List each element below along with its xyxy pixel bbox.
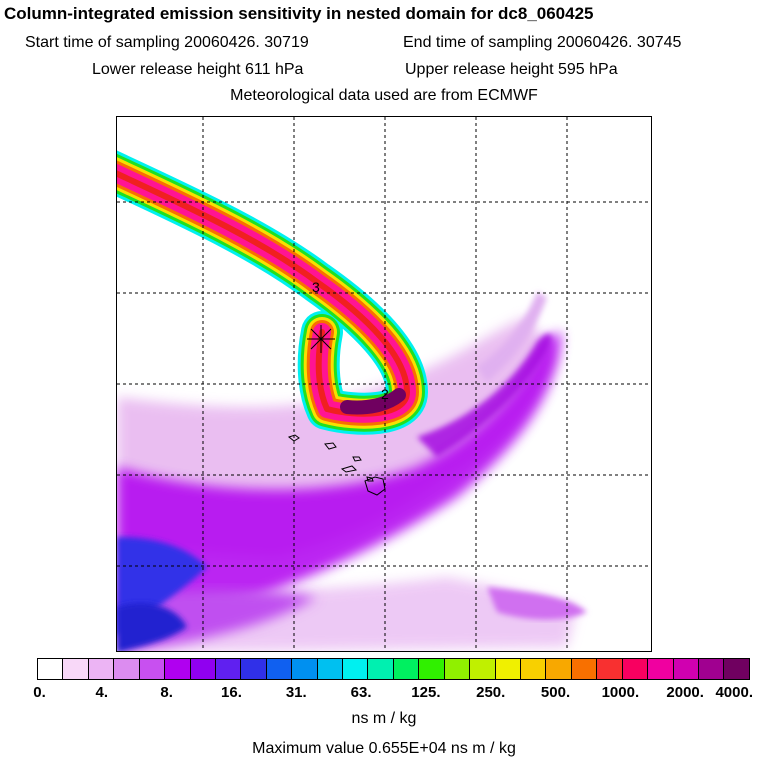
ne-magenta-streak: [417, 333, 552, 457]
colorbar-cell: [546, 659, 572, 679]
colorbar-cell: [444, 659, 471, 679]
colorbar-tick-label: 16.: [221, 684, 242, 701]
units-label: ns m / kg: [351, 710, 417, 727]
colorbar-tick-label: 4.: [95, 684, 109, 701]
map-grid: [117, 117, 651, 651]
colorbar-tick-label: 1000.: [601, 684, 640, 701]
lower-release-label: Lower release height 611 hPa: [92, 61, 304, 78]
colorbar-cell: [419, 659, 445, 679]
colorbar-cell: [63, 659, 89, 679]
colorbar-cell: [521, 659, 547, 679]
colorbar-cell: [724, 659, 749, 679]
colorbar-cell: [368, 659, 394, 679]
colorbar-tick-label: 4000.: [715, 684, 754, 701]
colorbar-tick-label: 125.: [411, 684, 441, 701]
met-data-label: Meteorological data used are from ECMWF: [230, 87, 538, 104]
colorbar-cell: [266, 659, 293, 679]
colorbar-cell: [673, 659, 699, 679]
colorbar-cell: [165, 659, 191, 679]
colorbar-tick-label: 0.: [33, 684, 46, 701]
colorbar-cell: [241, 659, 267, 679]
plume-trajectory: [117, 150, 428, 435]
colorbar-cell: [597, 659, 623, 679]
release-heights-row: Lower release height 611 hPa Upper relea…: [0, 61, 768, 83]
contour-label-3: 3: [312, 279, 320, 295]
colorbar-tick-label: 500.: [540, 684, 571, 701]
colorbar-cell: [114, 659, 140, 679]
colorbar-cell: [38, 659, 64, 679]
map-frame: 3 2: [116, 116, 652, 652]
colorbar-tick-label: 63.: [350, 684, 372, 701]
colorbar-cell: [292, 659, 318, 679]
end-time-label: End time of sampling 20060426. 30745: [403, 34, 682, 51]
colorbar-cell: [190, 659, 216, 679]
plot-title: Column-integrated emission sensitivity i…: [4, 4, 594, 23]
magenta-band: [117, 332, 562, 627]
colorbar-cell: [495, 659, 522, 679]
colorbar-cell: [470, 659, 496, 679]
release-point-marker: [307, 325, 335, 353]
colorbar-cell: [215, 659, 242, 679]
colorbar-cell: [317, 659, 344, 679]
colorbar-cell: [698, 659, 725, 679]
colorbar-cell: [571, 659, 598, 679]
se-lobe: [487, 587, 587, 620]
colorbar-cell: [88, 659, 115, 679]
colorbar-tick-label: 31.: [285, 684, 307, 701]
sampling-times-row: Start time of sampling 20060426. 30719 E…: [0, 34, 768, 56]
colorbar-cell: [343, 659, 369, 679]
colorbar-cell: [393, 659, 420, 679]
blue-core-2: [117, 603, 187, 651]
colorbar-tick-label: 2000.: [666, 684, 704, 701]
start-time-label: Start time of sampling 20060426. 30719: [25, 34, 309, 51]
ne-light-streak: [477, 292, 547, 382]
max-value-label: Maximum value 0.655E+04 ns m / kg: [252, 740, 516, 757]
hawaii-islands: [287, 434, 386, 496]
southern-sensitivity-field: [117, 292, 587, 651]
colorbar-tick-label: 250.: [476, 684, 506, 701]
colorbar-cell: [139, 659, 166, 679]
upper-release-label: Upper release height 595 hPa: [405, 61, 618, 78]
colorbar: [37, 658, 750, 680]
colorbar-tick-label: 8.: [160, 684, 173, 701]
colorbar-cell: [622, 659, 649, 679]
sensitivity-map: 3 2: [117, 117, 651, 651]
colorbar-cell: [648, 659, 674, 679]
